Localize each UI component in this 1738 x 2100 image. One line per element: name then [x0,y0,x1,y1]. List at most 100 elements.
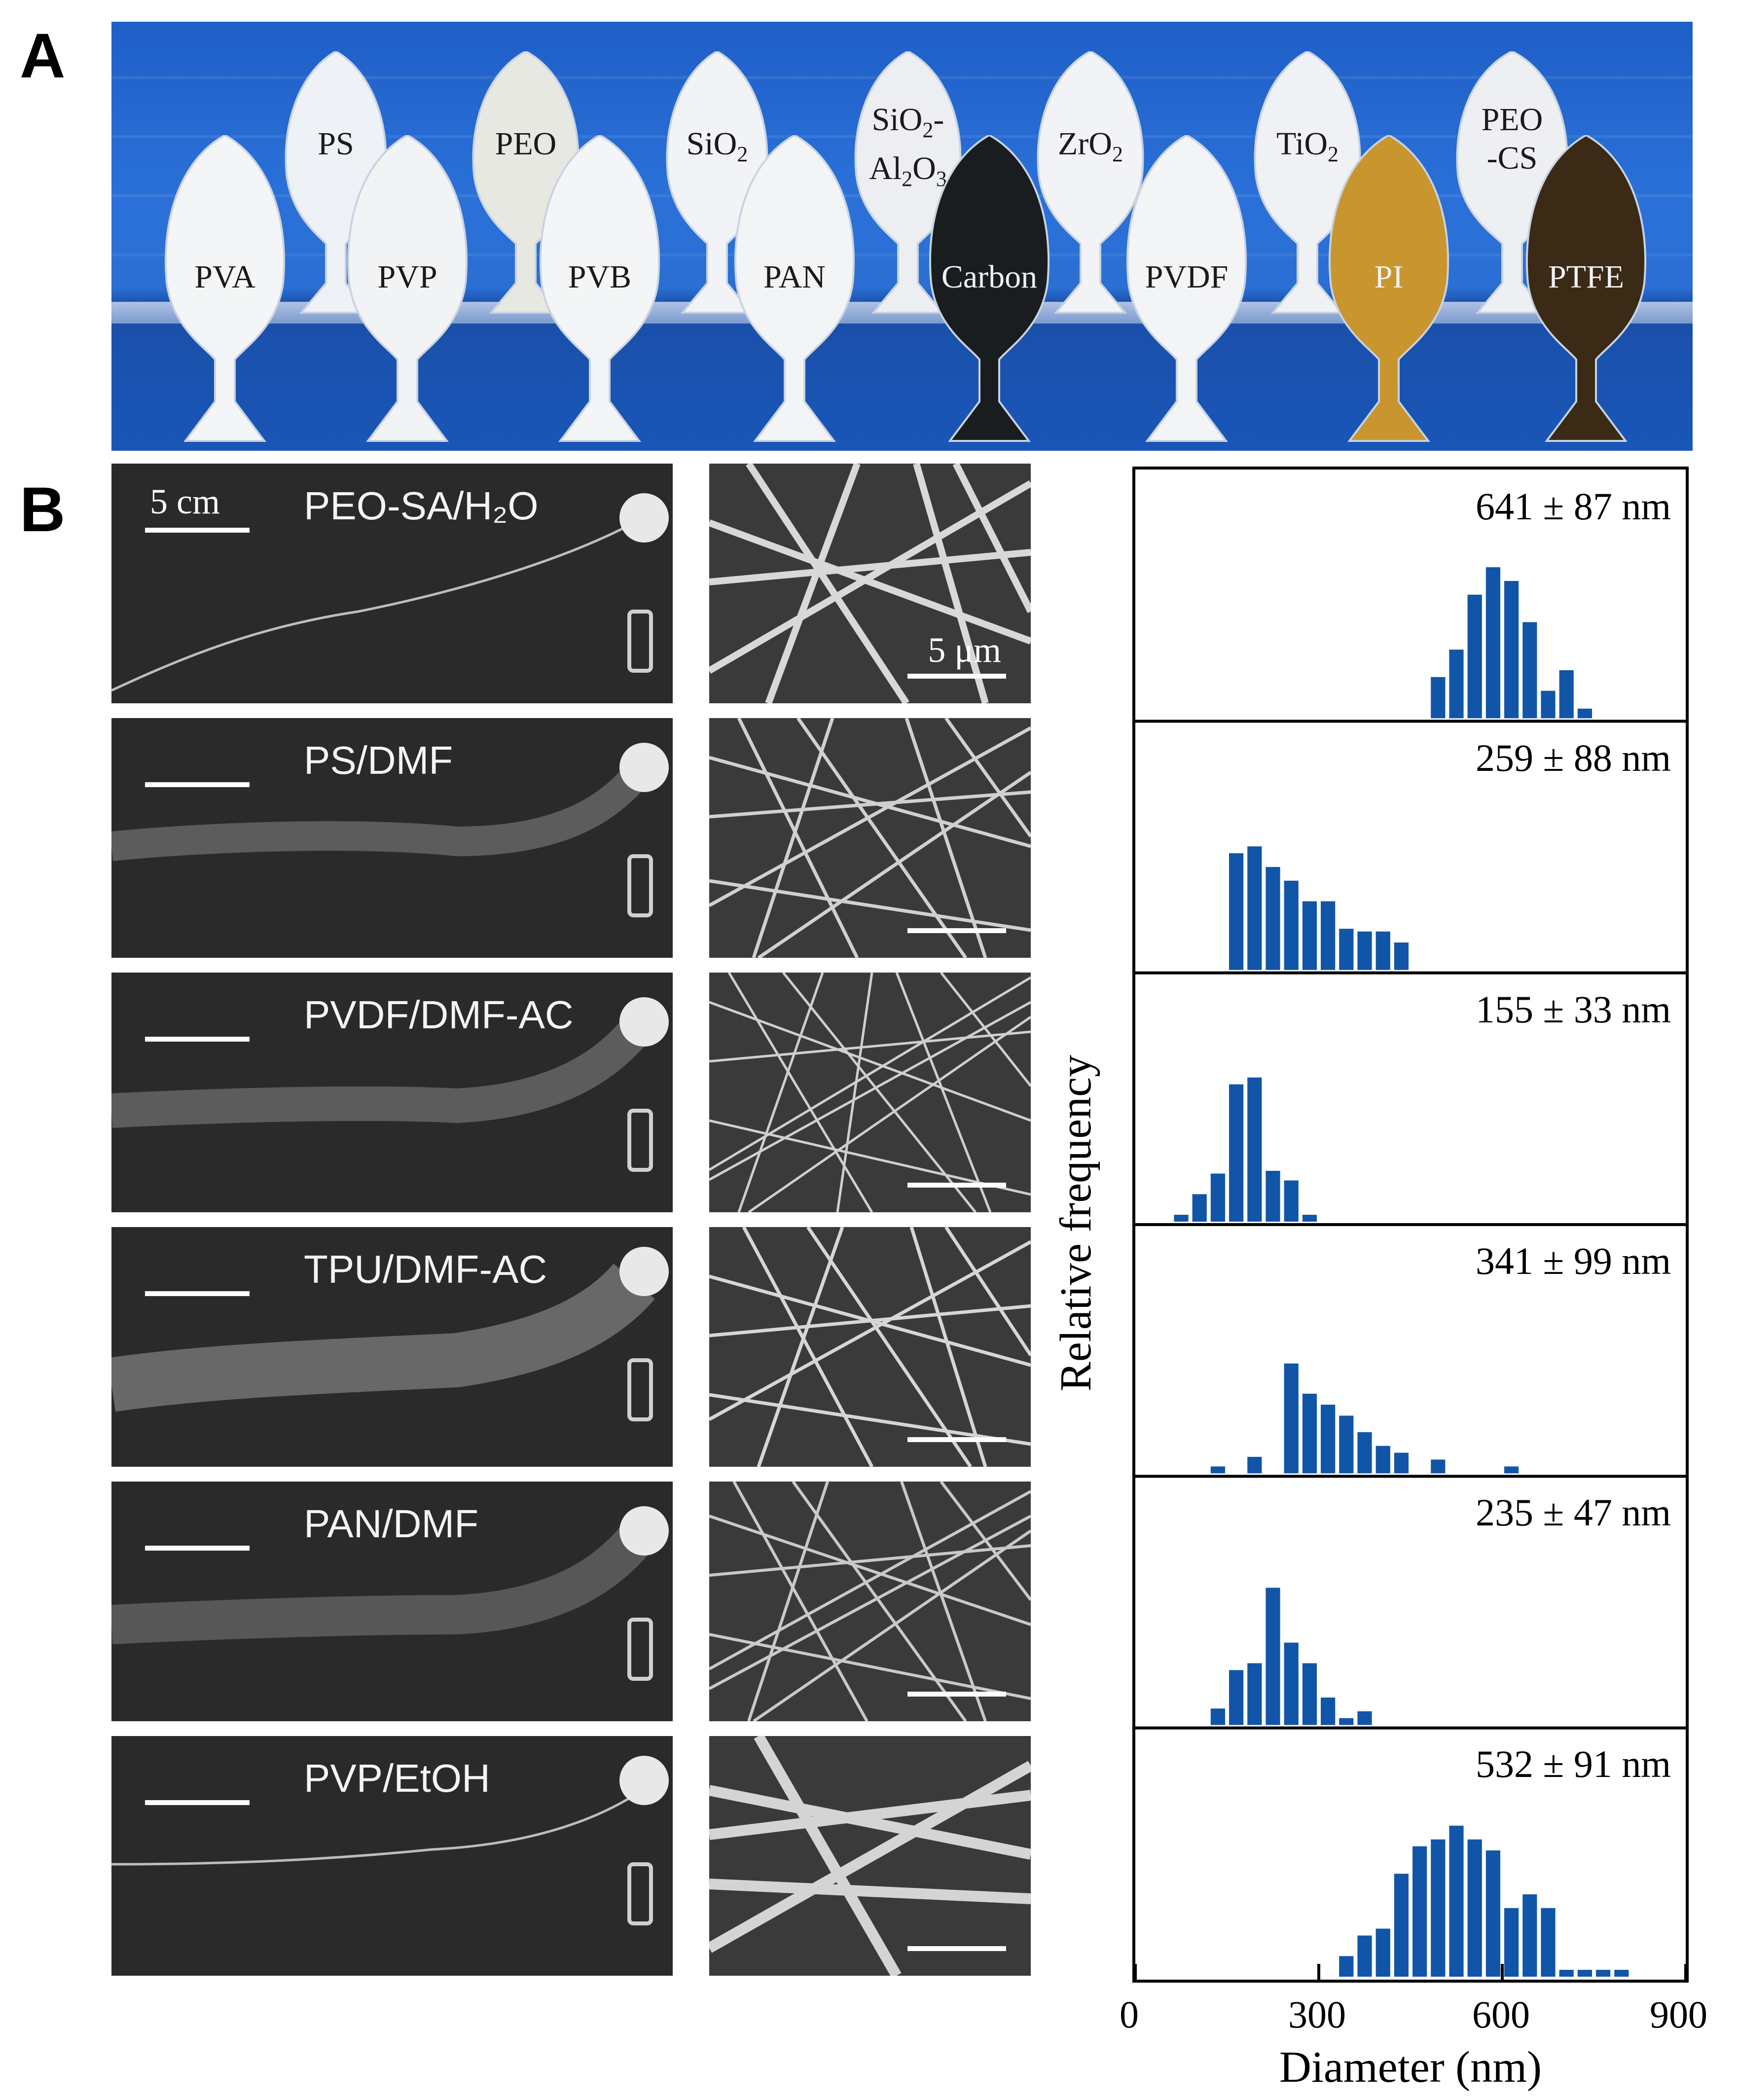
jet-photo-1: 5 cm PEO-SA/H₂O [111,464,673,703]
histogram-bar [1376,1928,1390,1977]
scale-bar [907,1183,1006,1188]
histogram-bar [1302,1393,1317,1474]
histogram-bar [1302,1215,1317,1222]
bottle-pvp: PVP [343,135,471,446]
label-ps: PS [318,126,354,162]
histogram-bar [1266,867,1280,970]
histogram-bar [1247,1663,1262,1725]
x-tick-label: 300 [1288,1993,1346,2036]
histogram-bar [1522,1894,1537,1977]
sem-image-1: 5 μm [709,464,1031,703]
x-tick-label: 600 [1472,1993,1530,2036]
histogram-label: 641 ± 87 nm [1476,485,1671,528]
panel-label-b: B [20,474,66,545]
histogram-bar [1431,677,1446,719]
bottle-pi: PI [1325,135,1453,446]
label-sio2-al2o3: SiO2- Al2O3 [869,102,947,191]
histogram-bar [1266,1588,1280,1725]
histogram-bar [1247,846,1262,970]
histogram-bar [1174,1215,1189,1222]
label-pva: PVA [194,259,255,295]
histogram-bar [1504,580,1519,719]
histogram-bar [1394,1452,1409,1474]
scale-bar [907,1692,1006,1697]
histogram-bar [1485,1850,1500,1977]
histogram-label: 341 ± 99 nm [1476,1239,1671,1282]
histogram-bar [1339,1956,1354,1977]
bottle-peo: PEO [469,51,582,318]
histogram-bar [1210,1466,1225,1474]
histogram-bar [1431,1839,1446,1977]
bottles-photo: PS PEO SiO2 SiO2- Al2O3 ZrO2 TiO2 PEO -CS… [111,22,1693,451]
histogram-bar [1485,567,1500,719]
scale-label-cm: 5 cm [150,482,220,521]
histogram-label: 259 ± 88 nm [1476,736,1671,779]
histogram-label: 532 ± 91 nm [1476,1742,1671,1785]
histogram-bar [1504,1908,1519,1977]
histogram-bar [1412,1846,1427,1977]
histogram-bar [1284,1363,1299,1474]
histogram-bar [1229,1084,1244,1222]
jet-photo-3: PVDF/DMF-AC [111,973,673,1212]
histogram-bar [1321,1405,1336,1474]
bottle-sio2-al2o3: SiO2- Al2O3 [851,51,965,318]
jet-photo-2: PS/DMF [111,718,673,958]
scale-bar [907,1946,1006,1951]
bottle-ps: PS [282,51,390,318]
bottle-pan: PAN [730,135,859,446]
histogram-bar [1559,670,1574,719]
solution-label: PEO-SA/H₂O [304,484,539,528]
sem-image-6 [709,1736,1031,1976]
histogram-bar [1357,1935,1372,1977]
bottle-pva: PVA [161,135,289,446]
histogram-bar [1321,901,1336,970]
scale-bar [907,1437,1006,1442]
bottle-pvb: PVB [536,135,664,446]
panel-label-a: A [20,21,66,91]
histogram-bar [1504,1466,1519,1474]
histogram-bar [1577,1970,1592,1977]
solution-label: PVDF/DMF-AC [304,993,574,1037]
label-carbon: Carbon [941,259,1038,295]
histogram-bar [1321,1697,1336,1725]
histogram-bar [1302,901,1317,970]
solution-label: PVP/EtOH [304,1756,490,1800]
histogram-bar [1229,853,1244,970]
histogram-bar [1614,1970,1629,1977]
histogram-bar [1559,1970,1574,1977]
histogram-bar [1541,690,1556,719]
label-tio2: TiO2 [1276,126,1339,167]
histogram-label: 155 ± 33 nm [1476,988,1671,1031]
histogram-bar [1247,1077,1262,1222]
histogram-bar [1266,1171,1280,1222]
histogram-bar [1192,1194,1207,1222]
scale-bar [907,928,1006,933]
histogram-bar [1339,1718,1354,1725]
bottle-ptfe: PTFE [1522,135,1650,446]
histogram-svg [1135,567,1686,1980]
scale-bar [145,782,250,787]
histogram-bar [1210,1708,1225,1725]
bottle-tio2: TiO2 [1251,51,1364,318]
label-pvdf: PVDF [1145,259,1229,295]
jet-photo-6: PVP/EtOH [111,1736,673,1976]
histogram-bar [1302,1663,1317,1725]
sem-image-5 [709,1482,1031,1721]
histogram-bar [1522,622,1537,719]
histogram-bar [1376,1446,1390,1474]
histogram-bar [1596,1970,1611,1977]
bottle-zro2: ZrO2 [1034,51,1147,318]
solution-label: TPU/DMF-AC [304,1247,547,1291]
bottle-sio2: SiO2 [663,51,771,318]
label-sio2: SiO2 [686,126,748,167]
scale-bar [145,1291,250,1296]
scale-bar [145,528,250,533]
histogram-bar [1449,1825,1464,1977]
scale-bar [907,674,1006,679]
histogram-bar [1357,931,1372,970]
label-pan: PAN [763,259,826,295]
histogram-bar [1339,929,1354,970]
bottle-pvdf: PVDF [1122,135,1251,446]
scale-bar [145,1037,250,1042]
jet-photo-4: TPU/DMF-AC [111,1227,673,1467]
